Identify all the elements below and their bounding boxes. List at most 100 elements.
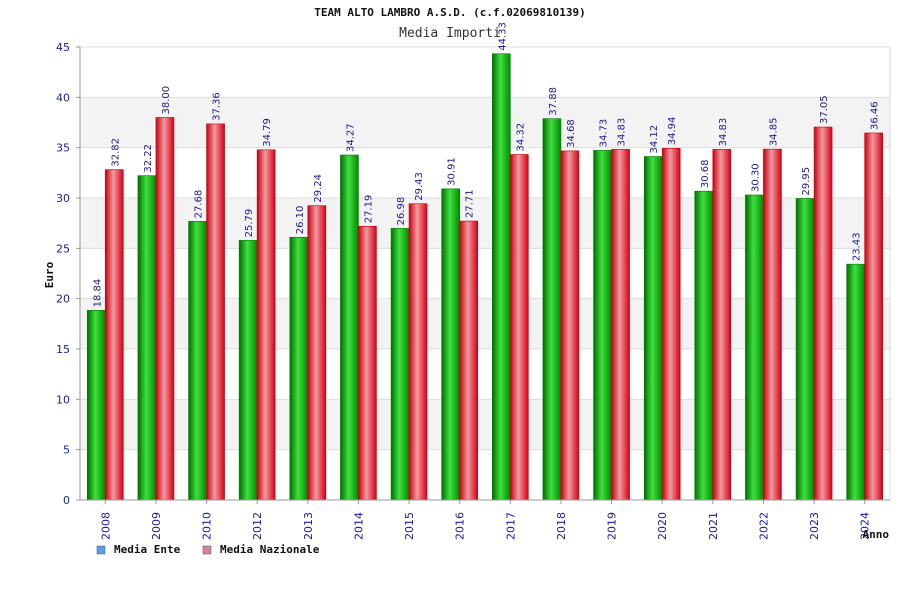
chart-subtitle: Media Importi [399,26,501,41]
bar-media-ente-2013 [289,236,309,501]
y-tick-label: 45 [56,41,70,54]
bar-media-ente-2023 [795,198,815,501]
value-label-media-ente-2015: 26.98 [396,197,407,226]
y-tick-label: 5 [63,444,70,457]
y-axis-title: Euro [43,261,56,288]
x-tick-label-2017: 2017 [504,512,517,540]
legend: Media Ente Media Nazionale [96,543,320,556]
value-label-media-ente-2017: 44.33 [497,22,508,51]
x-tick-label-2016: 2016 [454,512,467,540]
value-label-media-ente-2023: 29.95 [801,167,812,196]
bar-media-nazionale-2017 [510,154,529,501]
value-label-media-ente-2019: 34.73 [599,119,610,148]
value-label-media-ente-2021: 30.68 [700,160,711,189]
bar-media-ente-2014 [340,154,359,501]
y-axis-ticks: 0 5 10 15 20 25 30 35 40 45 [56,41,80,507]
value-label-media-nazionale-2010: 37.36 [212,92,223,121]
x-tick-label-2010: 2010 [201,512,214,540]
legend-swatch-media-ente [96,545,106,555]
value-label-media-nazionale-2016: 27.71 [465,189,476,218]
value-label-media-ente-2024: 23.43 [852,232,863,261]
y-tick-label: 30 [56,192,70,205]
chart-title: TEAM ALTO LAMBRO A.S.D. (c.f.02069810139… [314,6,586,19]
value-label-media-nazionale-2018: 34.68 [566,119,577,148]
x-tick-label-2013: 2013 [302,512,315,540]
bar-media-ente-2008 [87,310,106,501]
x-tick-label-2018: 2018 [555,512,568,540]
value-label-media-nazionale-2009: 38.00 [161,86,172,115]
bar-media-ente-2018 [542,118,562,501]
x-axis-ticks: 2008 2009 2010 2012 2013 2014 2015 2016 2017 2018… [99,500,872,540]
bar-media-nazionale-2021 [712,149,732,501]
value-label-media-ente-2013: 26.10 [295,206,306,235]
bar-media-ente-2020 [643,156,663,501]
bar-media-ente-2015 [390,228,410,501]
x-axis-title: Anno [863,528,890,541]
value-label-media-nazionale-2023: 37.05 [819,95,830,124]
bar-media-ente-2022 [745,194,764,501]
value-label-media-nazionale-2014: 27.19 [363,195,374,224]
legend-label-media-ente: Media Ente [114,543,181,556]
y-tick-label: 10 [56,393,70,406]
bar-media-nazionale-2009 [155,117,175,501]
bar-media-nazionale-2014 [358,225,377,501]
bar-media-nazionale-2015 [408,203,428,501]
bar-media-nazionale-2008 [105,169,124,501]
x-tick-label-2009: 2009 [150,512,163,540]
legend-swatch-media-nazionale [202,545,212,555]
x-tick-label-2021: 2021 [707,512,720,540]
x-tick-label-2019: 2019 [606,512,619,540]
bar-media-nazionale-2024 [864,132,883,501]
bar-media-ente-2021 [694,190,714,501]
value-label-media-nazionale-2019: 34.83 [617,118,628,147]
bar-media-nazionale-2013 [307,205,327,501]
x-tick-label-2008: 2008 [99,512,112,540]
y-tick-label: 25 [56,242,70,255]
bar-media-nazionale-2022 [763,148,782,501]
y-tick-label: 20 [56,293,70,306]
value-label-media-nazionale-2022: 34.85 [768,118,779,147]
x-tick-label-2012: 2012 [251,512,264,540]
x-tick-label-2015: 2015 [403,512,416,540]
value-labels: 18.84 32.82 32.22 38.00 27.68 37.36 25.79 34.79… [92,22,880,307]
bar-media-ente-2016 [441,188,460,501]
x-tick-label-2014: 2014 [352,512,365,540]
bar-media-ente-2012 [238,240,258,501]
bar-media-nazionale-2010 [206,123,225,501]
value-label-media-nazionale-2017: 34.32 [515,123,526,152]
value-label-media-nazionale-2008: 32.82 [110,138,121,167]
value-label-media-nazionale-2021: 34.83 [718,118,729,147]
bar-media-nazionale-2018 [560,150,580,501]
bar-media-ente-2019 [593,150,612,501]
bar-media-nazionale-2019 [611,149,630,501]
value-label-media-nazionale-2012: 34.79 [262,118,273,147]
value-label-media-ente-2008: 18.84 [92,279,103,308]
value-label-media-ente-2016: 30.91 [447,157,458,186]
value-label-media-ente-2010: 27.68 [194,190,205,219]
x-tick-label-2020: 2020 [656,512,669,540]
x-tick-label-2022: 2022 [757,512,770,540]
bar-media-ente-2017 [492,53,511,501]
x-tick-label-2024: 2024 [859,512,872,540]
bar-media-ente-2009 [137,175,157,501]
bar-media-nazionale-2016 [459,220,478,501]
y-tick-label: 35 [56,142,70,155]
plot-band [80,47,890,98]
bar-media-nazionale-2020 [661,147,681,501]
bar-media-nazionale-2023 [813,126,833,501]
value-label-media-ente-2012: 25.79 [244,209,255,238]
value-label-media-nazionale-2020: 34.94 [667,117,678,146]
value-label-media-ente-2009: 32.22 [143,144,154,173]
value-label-media-nazionale-2015: 29.43 [414,172,425,201]
bar-media-ente-2010 [188,221,207,501]
value-label-media-nazionale-2024: 36.46 [870,101,881,130]
value-label-media-ente-2018: 37.88 [548,87,559,116]
y-tick-label: 15 [56,343,70,356]
y-tick-label: 0 [63,494,70,507]
x-tick-label-2023: 2023 [808,512,821,540]
value-label-media-ente-2022: 30.30 [750,163,761,192]
bar-media-ente-2024 [846,263,865,501]
value-label-media-ente-2014: 34.27 [345,123,356,152]
bar-media-nazionale-2012 [256,149,276,501]
